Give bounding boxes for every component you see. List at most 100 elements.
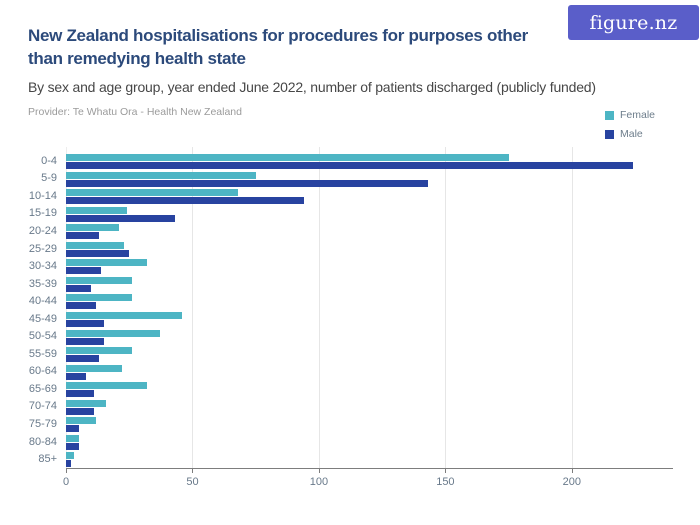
bar-group-5-9: [66, 170, 673, 188]
plot-area: 0 50 100 150 200: [63, 147, 673, 488]
y-axis-label-20-24: 20-24: [28, 224, 57, 237]
y-axis-label-75-79: 75-79: [28, 417, 57, 430]
bar-female-30-34[interactable]: [66, 259, 147, 267]
y-axis-label-10-14: 10-14: [28, 189, 57, 202]
x-tick-50: [192, 469, 194, 473]
y-axis-label-70-74: 70-74: [28, 400, 57, 413]
bar-group-55-59: [66, 345, 673, 363]
chart-subtitle: By sex and age group, year ended June 20…: [28, 79, 596, 95]
y-axis-label-40-44: 40-44: [28, 295, 57, 308]
gridline-150: [445, 147, 447, 468]
x-tick-0: [66, 469, 67, 473]
bar-group-15-19: [66, 205, 673, 223]
gridline-200: [571, 147, 573, 468]
logo-text: figure.nz: [589, 11, 678, 34]
bar-group-50-54: [66, 328, 673, 346]
bar-female-60-64[interactable]: [66, 364, 122, 372]
bar-male-85+[interactable]: [66, 460, 72, 468]
bar-male-35-39[interactable]: [66, 284, 92, 292]
bar-male-50-54[interactable]: [66, 337, 104, 345]
bar-group-80-84: [66, 433, 673, 451]
legend-swatch-male: [605, 129, 614, 139]
bar-group-45-49: [66, 310, 673, 328]
title-line-1: New Zealand hospitalisations for procedu…: [28, 26, 528, 45]
bar-female-15-19[interactable]: [66, 206, 127, 214]
bar-male-45-49[interactable]: [66, 320, 104, 327]
bar-male-5-9[interactable]: [66, 179, 428, 187]
x-axis-label-50: 50: [186, 476, 199, 488]
bar-group-60-64: [66, 363, 673, 381]
y-axis-label-85+: 85+: [38, 453, 57, 466]
bar-male-70-74[interactable]: [66, 407, 94, 415]
bar-female-35-39[interactable]: [66, 276, 132, 284]
bar-group-85+: [66, 450, 673, 468]
bar-group-35-39: [66, 275, 673, 293]
bar-group-25-29: [66, 240, 673, 258]
legend: Female Male: [605, 109, 655, 147]
y-axis: 0-4 5-9 10-14 15-19 20-24 25-29 30-34 35-39 40-4…: [0, 152, 57, 468]
x-axis-label-100: 100: [309, 476, 329, 488]
bar-group-40-44: [66, 292, 673, 310]
legend-label-male: Male: [620, 128, 643, 140]
page-title: New Zealand hospitalisations for procedu…: [28, 24, 588, 70]
x-tick-200: [571, 469, 573, 473]
bar-group-75-79: [66, 415, 673, 433]
bar-female-10-14[interactable]: [66, 189, 238, 197]
bar-male-55-59[interactable]: [66, 355, 99, 363]
bar-male-75-79[interactable]: [66, 425, 79, 433]
bar-female-85+[interactable]: [66, 452, 74, 460]
bar-male-40-44[interactable]: [66, 302, 97, 310]
y-axis-label-0-4: 0-4: [41, 154, 57, 167]
bar-female-40-44[interactable]: [66, 294, 132, 302]
x-axis-label-200: 200: [562, 476, 582, 488]
bar-group-10-14: [66, 187, 673, 205]
x-axis-line: [66, 468, 673, 469]
x-axis-label-0: 0: [62, 476, 70, 488]
y-axis-label-60-64: 60-64: [28, 365, 57, 378]
x-tick-100: [318, 469, 320, 473]
bar-female-20-24[interactable]: [66, 224, 120, 232]
bar-group-20-24: [66, 222, 673, 240]
figurenz-logo[interactable]: figure.nz: [568, 5, 699, 40]
bar-female-25-29[interactable]: [66, 241, 125, 249]
bar-male-15-19[interactable]: [66, 214, 175, 222]
bar-group-65-69: [66, 380, 673, 398]
bar-female-55-59[interactable]: [66, 347, 132, 355]
gridline-50: [192, 147, 194, 468]
bar-female-5-9[interactable]: [66, 171, 256, 179]
y-axis-label-65-69: 65-69: [28, 382, 57, 395]
provider-label: Provider: Te Whatu Ora - Health New Zeal…: [28, 106, 242, 118]
bar-female-65-69[interactable]: [66, 382, 147, 390]
legend-swatch-female: [605, 110, 614, 120]
y-axis-label-45-49: 45-49: [28, 312, 57, 325]
bar-group-70-74: [66, 398, 673, 416]
y-axis-label-15-19: 15-19: [28, 207, 57, 220]
bar-male-0-4[interactable]: [66, 162, 633, 169]
y-axis-label-5-9: 5-9: [41, 172, 57, 185]
bar-male-30-34[interactable]: [66, 267, 102, 275]
bar-female-45-49[interactable]: [66, 312, 183, 319]
legend-label-female: Female: [620, 109, 656, 121]
bar-male-10-14[interactable]: [66, 197, 304, 205]
y-axis-label-55-59: 55-59: [28, 347, 57, 360]
bar-male-65-69[interactable]: [66, 390, 94, 398]
bar-female-0-4[interactable]: [66, 154, 509, 161]
bar-female-50-54[interactable]: [66, 329, 160, 337]
legend-item-male: Male: [605, 128, 655, 140]
title-line-2: than remedying health state: [28, 49, 246, 68]
y-axis-label-35-39: 35-39: [28, 277, 57, 290]
x-axis-label-150: 150: [436, 476, 455, 488]
bar-group-0-4: [66, 152, 673, 170]
bar-male-60-64[interactable]: [66, 372, 87, 380]
bar-female-80-84[interactable]: [66, 434, 79, 442]
bar-female-70-74[interactable]: [66, 399, 107, 407]
y-axis-label-50-54: 50-54: [28, 330, 57, 343]
bar-male-80-84[interactable]: [66, 442, 79, 450]
y-axis-label-80-84: 80-84: [28, 435, 57, 448]
bar-male-25-29[interactable]: [66, 249, 130, 257]
bar-group-30-34: [66, 257, 673, 275]
bar-female-75-79[interactable]: [66, 417, 97, 425]
bar-male-20-24[interactable]: [66, 232, 99, 240]
y-axis-label-25-29: 25-29: [28, 242, 57, 255]
